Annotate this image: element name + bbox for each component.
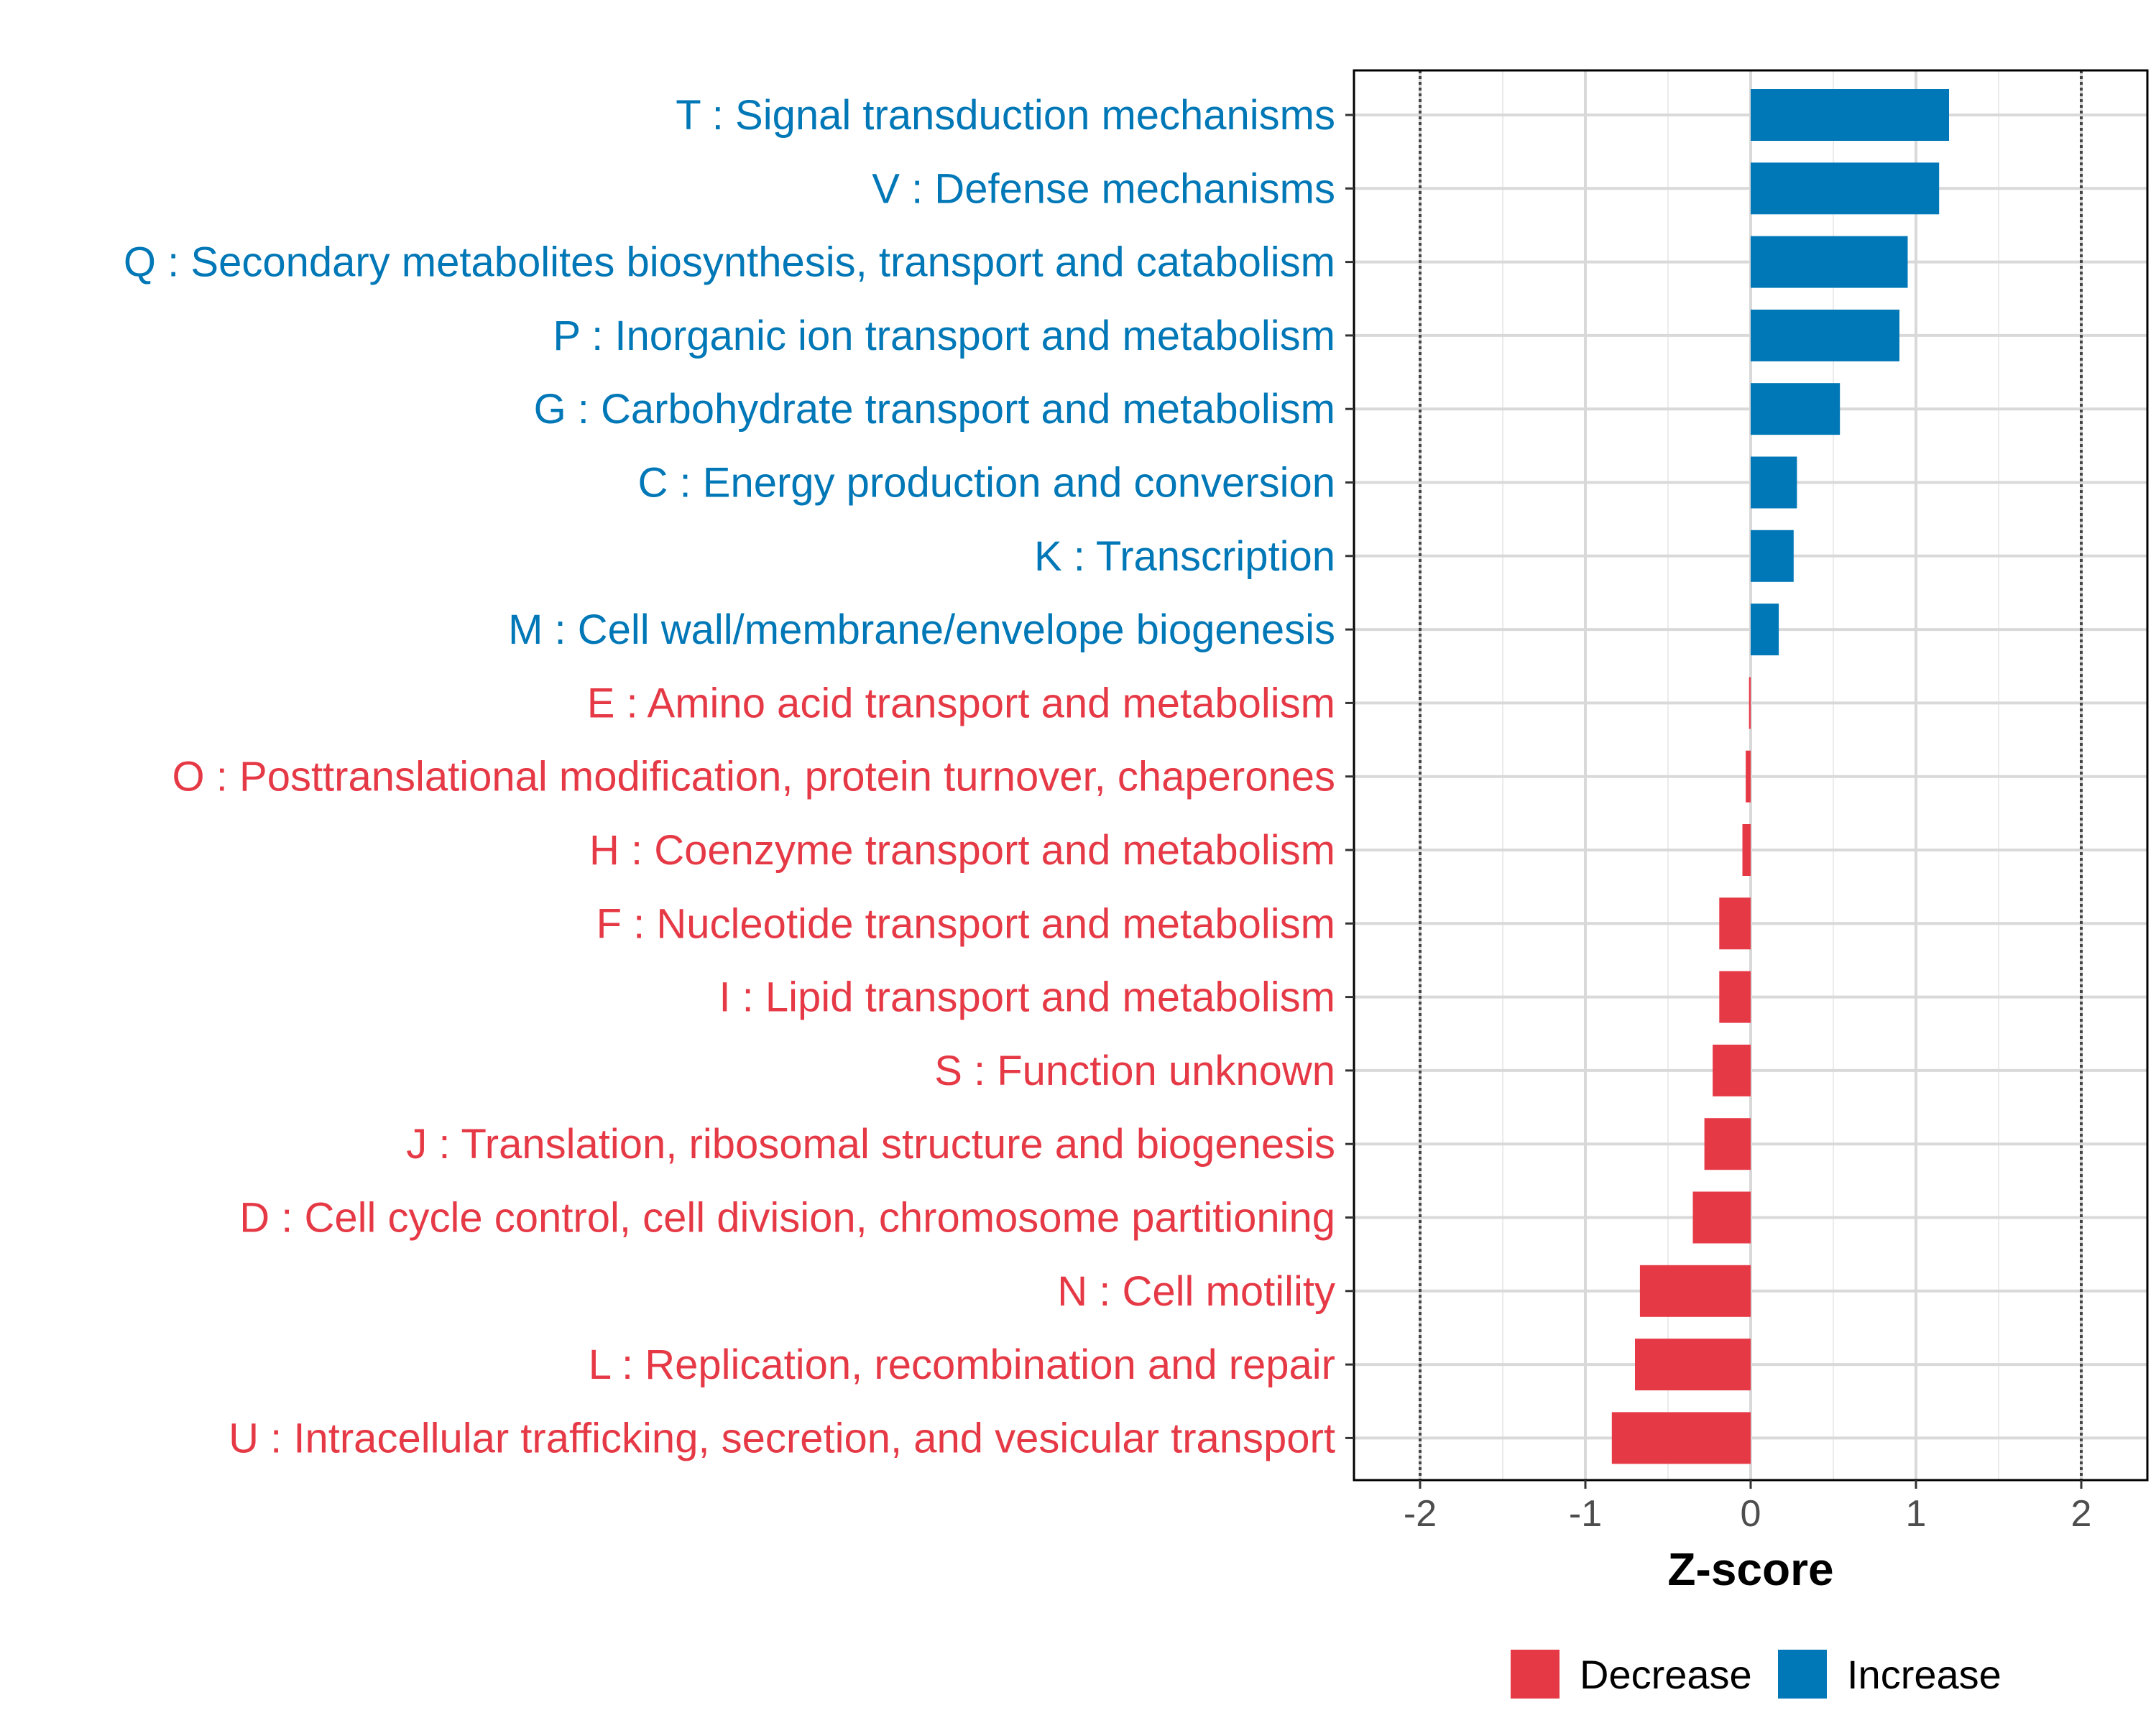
category-label: K : Transcription (1034, 533, 1335, 580)
category-label: F : Nucleotide transport and metabolism (596, 900, 1335, 947)
category-label: T : Signal transduction mechanisms (676, 92, 1335, 139)
bar-p[interactable] (1751, 309, 1899, 361)
x-tick-label: 1 (1906, 1493, 1927, 1535)
category-label: M : Cell wall/membrane/envelope biogenes… (508, 606, 1335, 653)
bar-k[interactable] (1751, 530, 1794, 582)
bar-h[interactable] (1742, 824, 1751, 876)
category-label: J : Translation, ribosomal structure and… (406, 1121, 1335, 1168)
bar-f[interactable] (1719, 897, 1751, 950)
bar-s[interactable] (1713, 1044, 1751, 1096)
bar-t[interactable] (1751, 89, 1949, 141)
bar-d[interactable] (1692, 1191, 1751, 1244)
legend-swatch-decrease (1511, 1650, 1560, 1699)
x-axis: -2 -1 0 1 2 (1404, 1480, 2092, 1535)
category-label: L : Replication, recombination and repai… (589, 1341, 1335, 1388)
bar-j[interactable] (1704, 1118, 1751, 1170)
legend-label-decrease: Decrease (1580, 1652, 1752, 1697)
x-tick-label: 2 (2071, 1493, 2092, 1535)
bar-n[interactable] (1639, 1265, 1751, 1317)
bar-c[interactable] (1751, 456, 1797, 509)
bar-o[interactable] (1746, 750, 1751, 803)
category-label: D : Cell cycle control, cell division, c… (239, 1195, 1335, 1242)
category-label: E : Amino acid transport and metabolism (587, 680, 1335, 726)
category-label: G : Carbohydrate transport and metabolis… (534, 386, 1335, 433)
category-label: U : Intracellular trafficking, secretion… (229, 1415, 1335, 1461)
x-tick-label: -1 (1569, 1493, 1602, 1535)
bar-q[interactable] (1751, 236, 1908, 288)
category-label: V : Defense mechanisms (872, 165, 1335, 212)
bars-layer (1611, 89, 1949, 1464)
bar-g[interactable] (1751, 383, 1841, 435)
category-label: N : Cell motility (1057, 1268, 1335, 1315)
category-label: H : Coenzyme transport and metabolism (589, 827, 1335, 874)
x-axis-title: Z-score (1667, 1543, 1833, 1595)
category-label: P : Inorganic ion transport and metaboli… (553, 313, 1335, 359)
x-tick-label: 0 (1741, 1493, 1761, 1535)
category-label: O : Posttranslational modification, prot… (172, 754, 1335, 800)
bar-u[interactable] (1611, 1412, 1751, 1464)
category-label: Q : Secondary metabolites biosynthesis, … (124, 239, 1335, 286)
bar-l[interactable] (1635, 1339, 1751, 1391)
bar-m[interactable] (1751, 604, 1779, 656)
legend-label-increase: Increase (1847, 1652, 2001, 1697)
legend-swatch-increase (1778, 1650, 1827, 1699)
bar-i[interactable] (1719, 971, 1751, 1023)
reference-lines (1419, 70, 2083, 1480)
bar-e[interactable] (1749, 677, 1751, 729)
x-tick-label: -2 (1404, 1493, 1437, 1535)
category-labels: T : Signal transduction mechanisms V : De… (124, 92, 1354, 1461)
bar-v[interactable] (1751, 162, 1940, 215)
category-label: C : Energy production and conversion (638, 460, 1335, 507)
legend[interactable]: Decrease Increase (1511, 1650, 2001, 1699)
category-label: S : Function unknown (934, 1048, 1335, 1094)
category-label: I : Lipid transport and metabolism (719, 974, 1335, 1021)
